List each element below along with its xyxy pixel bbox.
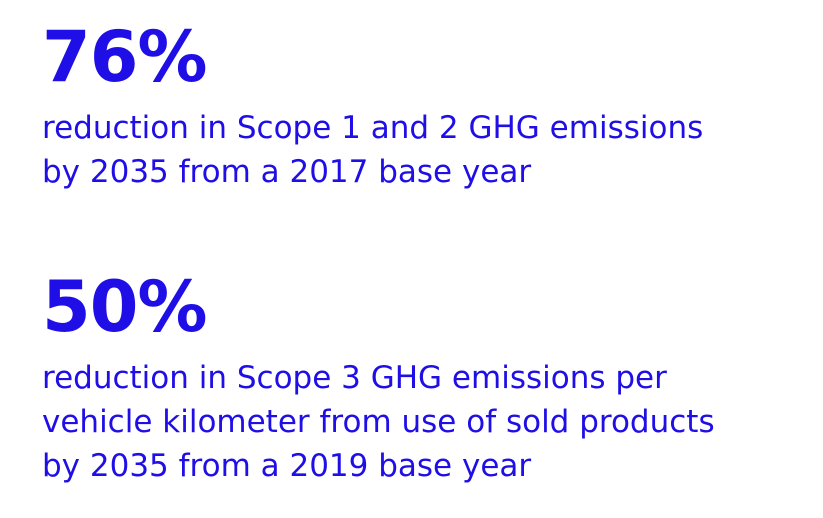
stat-value: 76% [42, 16, 208, 98]
stat-block-scope-1-2: 76% reduction in Scope 1 and 2 GHG emiss… [42, 22, 703, 194]
stat-description-line: by 2035 from a 2017 base year [42, 154, 532, 190]
stat-description-line: reduction in Scope 3 GHG emissions per [42, 360, 667, 396]
stat-value: 50% [42, 266, 208, 348]
stat-description: reduction in Scope 1 and 2 GHG emissions… [42, 106, 703, 194]
stat-description-line: by 2035 from a 2019 base year [42, 448, 532, 484]
stat-description: reduction in Scope 3 GHG emissions per v… [42, 356, 715, 488]
stat-block-scope-3: 50% reduction in Scope 3 GHG emissions p… [42, 272, 715, 488]
stat-description-line: reduction in Scope 1 and 2 GHG emissions [42, 110, 704, 146]
stat-description-line: vehicle kilometer from use of sold produ… [42, 404, 715, 440]
